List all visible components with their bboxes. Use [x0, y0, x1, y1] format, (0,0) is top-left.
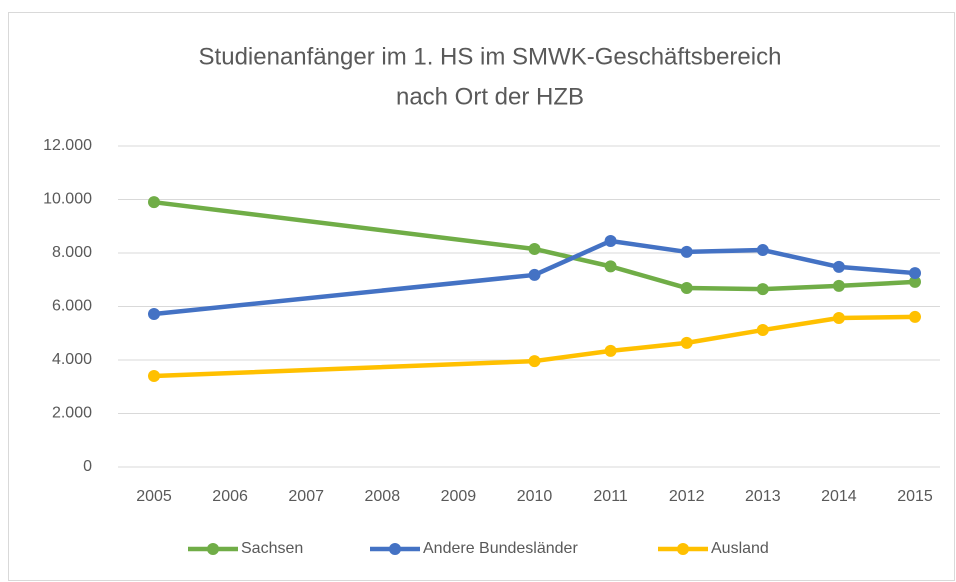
x-tick-label: 2005 — [136, 488, 172, 505]
point — [148, 307, 160, 320]
point — [604, 260, 617, 273]
point — [528, 268, 541, 281]
chart-title: Studienanfänger im 1. HS im SMWK-Geschäf… — [199, 43, 782, 70]
point — [832, 312, 845, 325]
point — [832, 260, 845, 273]
x-tick-label: 2009 — [441, 488, 477, 505]
point — [528, 242, 541, 255]
x-tick-label: 2006 — [212, 488, 248, 505]
chart-title: nach Ort der HZB — [396, 83, 584, 110]
x-tick-label: 2013 — [745, 488, 781, 505]
legend-label: Andere Bundesländer — [423, 540, 578, 557]
chart-border — [8, 12, 955, 581]
y-tick-label: 4.000 — [52, 351, 92, 368]
y-tick-label: 0 — [83, 458, 92, 475]
point — [680, 245, 693, 258]
point — [148, 196, 160, 209]
point — [148, 370, 160, 383]
y-tick-label: 12.000 — [43, 137, 92, 154]
legend-marker — [677, 543, 689, 555]
y-tick-label: 6.000 — [52, 298, 92, 315]
y-tick-label: 2.000 — [52, 405, 92, 422]
legend-label: Sachsen — [241, 540, 303, 557]
x-tick-label: 2008 — [365, 488, 401, 505]
point — [909, 267, 921, 280]
point — [528, 355, 541, 368]
y-tick-label: 10.000 — [43, 191, 92, 208]
point — [909, 275, 921, 288]
point — [680, 336, 693, 349]
x-tick-label: 2015 — [897, 488, 933, 505]
point — [680, 282, 693, 295]
x-tick-label: 2007 — [288, 488, 324, 505]
x-tick-label: 2010 — [517, 488, 553, 505]
x-tick-label: 2014 — [821, 488, 857, 505]
legend-marker — [389, 543, 401, 555]
point — [604, 234, 617, 247]
legend-label: Ausland — [711, 540, 769, 557]
x-tick-label: 2011 — [593, 488, 628, 505]
point — [909, 310, 921, 323]
point — [756, 324, 769, 337]
legend-marker — [207, 543, 219, 555]
y-tick-label: 8.000 — [52, 244, 92, 261]
point — [756, 283, 769, 296]
point — [604, 344, 617, 357]
point — [756, 244, 769, 257]
point — [832, 279, 845, 292]
x-tick-label: 2012 — [669, 488, 705, 505]
